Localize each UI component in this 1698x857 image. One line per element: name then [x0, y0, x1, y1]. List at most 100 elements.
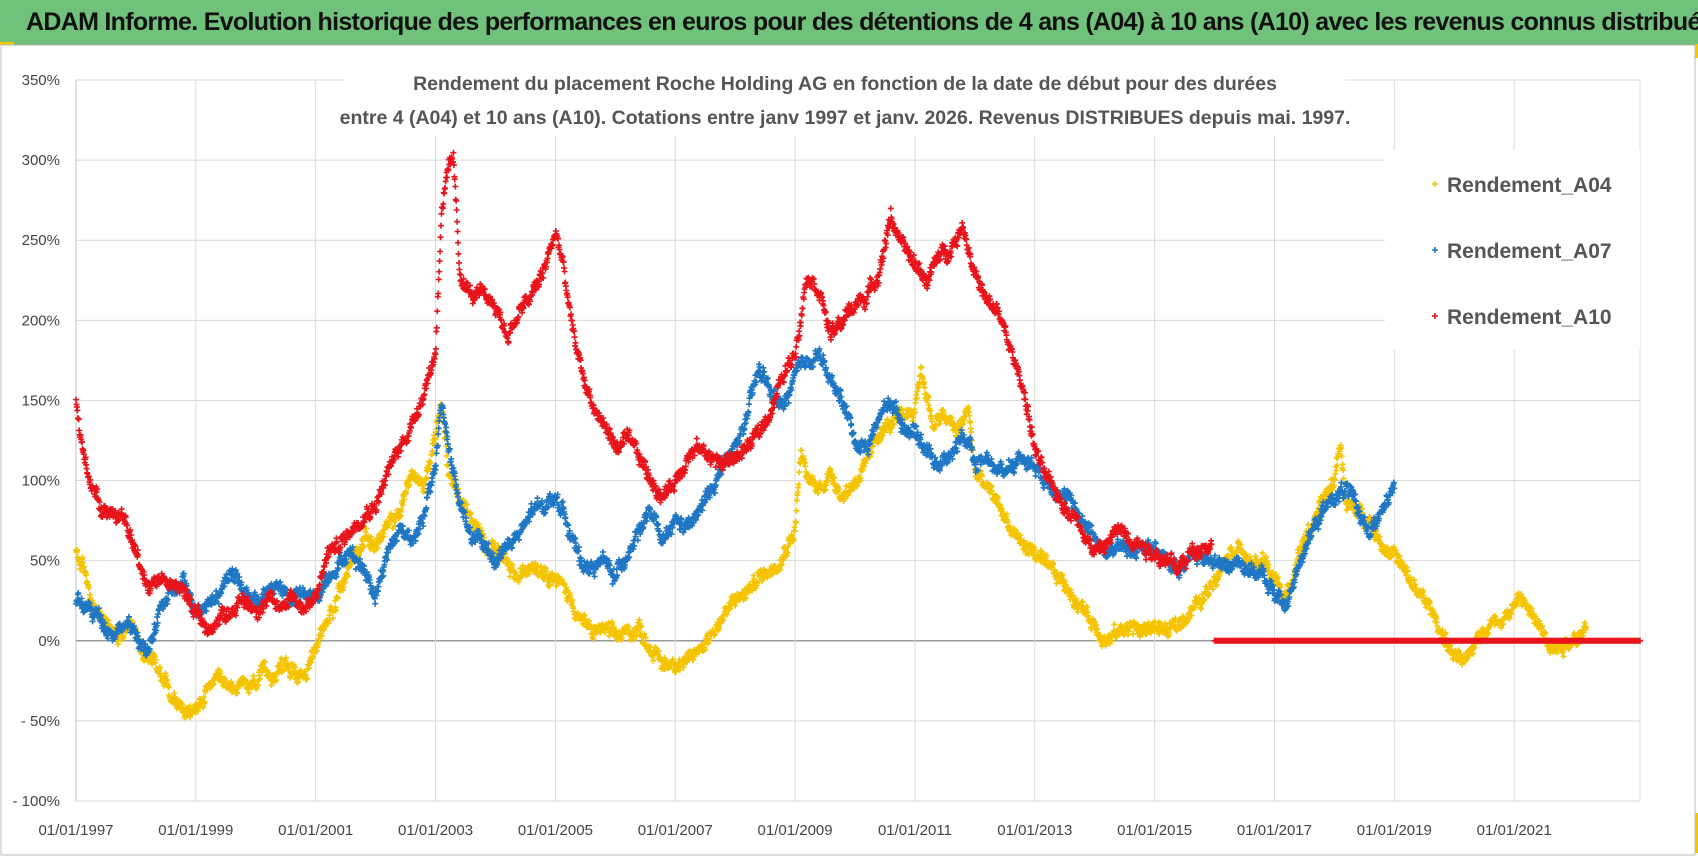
- y-tick-label: - 50%: [21, 713, 60, 730]
- y-tick-label: 250%: [22, 232, 60, 249]
- data-point: [344, 570, 350, 577]
- x-tick-label: 01/01/2015: [1117, 822, 1192, 839]
- data-point: [80, 563, 87, 570]
- scatter-chart: - 100%- 50%0%50%100%150%200%250%300%350%…: [0, 44, 1696, 856]
- y-tick-label: 350%: [22, 72, 60, 89]
- data-point: [1339, 461, 1346, 468]
- data-point: [650, 657, 657, 664]
- data-point: [201, 698, 208, 705]
- data-point: [292, 664, 298, 671]
- data-point: [308, 659, 315, 666]
- x-tick-label: 01/01/2019: [1357, 822, 1432, 839]
- data-point: [306, 665, 313, 671]
- data-point: [792, 527, 799, 534]
- chart-frame: [0, 44, 1696, 856]
- data-point: [746, 401, 752, 408]
- data-point: [273, 676, 280, 683]
- data-point: [373, 541, 380, 547]
- x-tick-label: 01/01/2021: [1477, 822, 1552, 839]
- data-point: [430, 440, 437, 447]
- x-tick-label: 01/01/2009: [758, 822, 833, 839]
- x-tick-label: 01/01/2011: [878, 822, 952, 839]
- data-point: [967, 419, 974, 426]
- data-point: [303, 675, 310, 682]
- data-point: [1560, 653, 1567, 660]
- data-point: [443, 453, 450, 459]
- corner-mark-bottom-right: [1695, 813, 1698, 853]
- data-point: [795, 481, 802, 488]
- data-point: [318, 632, 325, 639]
- x-tick-label: 01/01/1999: [158, 822, 233, 839]
- data-point: [467, 510, 474, 517]
- data-point: [793, 507, 800, 514]
- data-point: [504, 555, 511, 562]
- data-point: [200, 694, 207, 701]
- series-rendement-a07: [73, 345, 1398, 659]
- data-point: [505, 558, 512, 565]
- y-tick-label: - 100%: [12, 793, 60, 810]
- y-tick-label: 150%: [22, 392, 60, 409]
- data-point: [403, 489, 409, 496]
- data-point: [152, 656, 159, 663]
- data-point: [330, 615, 337, 622]
- data-point: [509, 561, 516, 568]
- data-point: [1111, 621, 1118, 628]
- data-point: [360, 543, 367, 549]
- data-point: [200, 704, 207, 711]
- data-point: [156, 664, 163, 671]
- data-point: [796, 469, 803, 476]
- data-point: [162, 672, 169, 679]
- data-point: [172, 693, 179, 700]
- data-point: [760, 364, 767, 371]
- data-point: [356, 551, 362, 558]
- data-point: [234, 690, 241, 697]
- title-banner: ADAM Informe. Evolution historique des p…: [0, 0, 1698, 45]
- data-point: [432, 436, 439, 443]
- x-tick-label: 01/01/2003: [398, 822, 473, 839]
- x-tick-label: 01/01/2001: [278, 822, 353, 839]
- data-point: [115, 637, 122, 644]
- data-point: [406, 481, 413, 488]
- data-point: [372, 600, 379, 607]
- data-point: [262, 658, 268, 665]
- data-point: [74, 547, 81, 554]
- data-point: [309, 653, 316, 660]
- corner-mark-top-left: [0, 42, 14, 45]
- data-point: [268, 682, 275, 689]
- data-point: [374, 545, 381, 551]
- banner-title: ADAM Informe. Evolution historique des p…: [26, 8, 1698, 36]
- x-tick-label: 01/01/2017: [1237, 822, 1312, 839]
- y-tick-label: 300%: [22, 152, 60, 169]
- data-point: [918, 363, 925, 370]
- data-point: [333, 607, 339, 614]
- data-point: [202, 689, 209, 696]
- data-point: [463, 501, 470, 508]
- data-point: [968, 429, 975, 436]
- x-tick-label: 01/01/1997: [38, 822, 113, 839]
- data-point: [171, 690, 178, 697]
- data-point: [315, 638, 322, 645]
- data-point: [302, 671, 309, 678]
- data-point: [283, 655, 290, 661]
- data-point: [398, 506, 405, 513]
- y-tick-label: 50%: [30, 553, 60, 570]
- data-point: [1332, 471, 1339, 477]
- data-point: [475, 521, 482, 527]
- data-point: [411, 470, 418, 476]
- data-point: [342, 579, 349, 586]
- data-point: [151, 653, 158, 660]
- data-point: [228, 678, 235, 685]
- data-point: [429, 448, 436, 455]
- data-point: [559, 498, 566, 505]
- data-point: [421, 488, 427, 495]
- y-tick-label: 0%: [38, 633, 60, 650]
- data-point: [363, 525, 370, 532]
- data-point: [120, 634, 127, 641]
- x-tick-label: 01/01/2005: [518, 822, 593, 839]
- data-point: [345, 573, 351, 580]
- data-point: [798, 447, 805, 454]
- data-point: [221, 675, 228, 682]
- data-point: [399, 502, 406, 509]
- y-tick-label: 100%: [22, 473, 60, 490]
- data-point: [245, 689, 252, 696]
